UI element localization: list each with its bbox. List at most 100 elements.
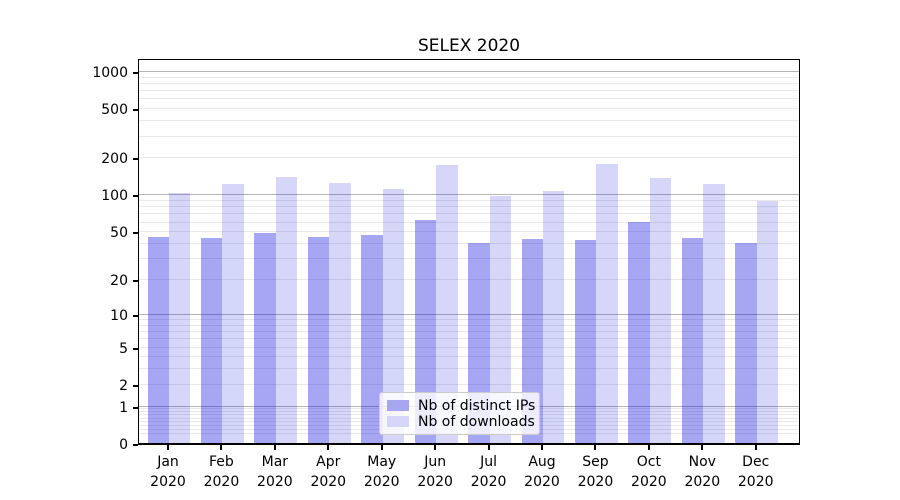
gridline-900 xyxy=(139,76,799,78)
x-tick-mark-may xyxy=(380,445,383,450)
gridline-10 xyxy=(139,313,799,315)
y-tick-label-20: 20 xyxy=(110,273,128,290)
gridline-3 xyxy=(139,368,799,370)
gridline-600 xyxy=(139,98,799,100)
y-tick-label-2: 2 xyxy=(119,377,128,394)
x-tick-label-sep: Sep 2020 xyxy=(577,454,614,490)
legend-swatch-distinct-ips xyxy=(387,400,409,411)
x-tick-label-feb: Feb 2020 xyxy=(203,454,240,490)
bar-jan-downloads xyxy=(169,193,191,443)
y-tick-mark-0 xyxy=(133,444,138,446)
gridline-40 xyxy=(139,243,799,245)
gridline-2 xyxy=(139,383,799,385)
y-tick-label-1000: 1000 xyxy=(92,64,128,81)
bar-aug-downloads xyxy=(543,190,565,443)
legend-swatch-downloads xyxy=(387,416,409,427)
bar-nov-downloads xyxy=(703,183,725,443)
y-tick-mark-1 xyxy=(133,406,138,409)
gridline-20 xyxy=(139,279,799,281)
x-tick-label-apr: Apr 2020 xyxy=(310,454,347,490)
gridline-4 xyxy=(139,356,799,358)
plot-area xyxy=(138,59,800,445)
bar-apr-downloads xyxy=(329,183,351,443)
y-tick-label-5: 5 xyxy=(119,340,128,357)
x-tick-mark-oct xyxy=(647,445,650,450)
gridline-1000 xyxy=(139,70,799,72)
legend: Nb of distinct IPs Nb of downloads xyxy=(379,392,540,435)
y-tick-mark-200 xyxy=(133,158,138,161)
bar-may-distinct-ips xyxy=(361,234,383,443)
x-tick-mark-aug xyxy=(541,445,543,450)
y-tick-mark-1000 xyxy=(133,71,138,74)
x-tick-label-mar: Mar 2020 xyxy=(257,454,293,490)
bar-jun-distinct-ips xyxy=(414,219,437,443)
bar-apr-distinct-ips xyxy=(307,236,330,443)
y-tick-mark-100 xyxy=(133,195,138,198)
gridline-30 xyxy=(139,258,799,260)
x-tick-label-jul: Jul 2020 xyxy=(470,454,507,490)
gridline-300 xyxy=(139,135,799,137)
gridline-60 xyxy=(139,221,799,223)
y-tick-mark-10 xyxy=(133,314,138,317)
y-tick-label-100: 100 xyxy=(101,188,128,205)
bar-mar-downloads xyxy=(275,176,298,443)
x-tick-label-nov: Nov 2020 xyxy=(684,454,721,490)
x-tick-mark-sep xyxy=(594,445,597,450)
bar-jan-distinct-ips xyxy=(147,236,169,443)
gridline-500 xyxy=(139,108,799,110)
legend-label-distinct-ips: Nb of distinct IPs xyxy=(418,397,536,414)
y-tick-label-200: 200 xyxy=(101,151,128,168)
gridline-6 xyxy=(139,338,799,340)
bar-sep-downloads xyxy=(596,163,618,443)
gridline-9 xyxy=(139,319,799,320)
x-tick-label-may: May 2020 xyxy=(363,454,400,490)
x-tick-mark-dec xyxy=(754,445,757,450)
gridline-8 xyxy=(139,324,799,326)
x-tick-mark-jan xyxy=(167,445,169,450)
gridline-70 xyxy=(139,213,799,215)
legend-label-downloads: Nb of downloads xyxy=(418,413,535,430)
legend-entry-downloads: Nb of downloads xyxy=(387,414,535,430)
x-tick-mark-jul xyxy=(487,445,490,450)
gridline-400 xyxy=(139,120,799,122)
x-tick-mark-nov xyxy=(701,445,704,450)
gridline-700 xyxy=(139,90,799,92)
gridline-100 xyxy=(139,194,799,196)
y-tick-label-500: 500 xyxy=(101,102,128,119)
bar-feb-downloads xyxy=(222,183,244,443)
x-tick-label-oct: Oct 2020 xyxy=(631,454,667,490)
bar-oct-downloads xyxy=(649,178,672,443)
gridline-80 xyxy=(139,206,799,208)
gridline-90 xyxy=(139,200,799,202)
y-tick-label-0: 0 xyxy=(119,437,128,453)
bar-jul-downloads xyxy=(489,195,511,443)
gridline-200 xyxy=(139,157,799,159)
y-tick-mark-2 xyxy=(133,384,138,387)
gridline-800 xyxy=(139,82,799,84)
y-tick-mark-500 xyxy=(133,109,138,112)
x-tick-label-dec: Dec 2020 xyxy=(737,454,774,490)
bar-dec-downloads xyxy=(756,200,779,443)
x-tick-mark-jun xyxy=(434,445,437,450)
y-tick-mark-50 xyxy=(133,232,138,235)
x-tick-mark-feb xyxy=(220,445,223,450)
x-tick-mark-apr xyxy=(327,445,330,450)
gridline-7 xyxy=(139,331,799,333)
gridline-50 xyxy=(139,231,799,233)
chart-title: SELEX 2020 xyxy=(417,36,521,56)
y-tick-label-1: 1 xyxy=(119,399,128,416)
bar-feb-distinct-ips xyxy=(201,238,223,443)
y-tick-mark-5 xyxy=(133,347,138,350)
gridline-5 xyxy=(139,346,799,348)
y-tick-label-50: 50 xyxy=(110,225,128,242)
bar-oct-distinct-ips xyxy=(628,221,650,443)
bar-mar-distinct-ips xyxy=(254,233,276,443)
bar-sep-distinct-ips xyxy=(575,240,597,443)
legend-entry-distinct-ips: Nb of distinct IPs xyxy=(387,398,535,414)
bar-nov-distinct-ips xyxy=(681,238,704,443)
x-tick-label-aug: Aug 2020 xyxy=(524,454,560,490)
x-tick-label-jan: Jan 2020 xyxy=(150,454,186,490)
y-tick-label-10: 10 xyxy=(110,307,128,324)
x-tick-label-jun: Jun 2020 xyxy=(417,454,453,490)
